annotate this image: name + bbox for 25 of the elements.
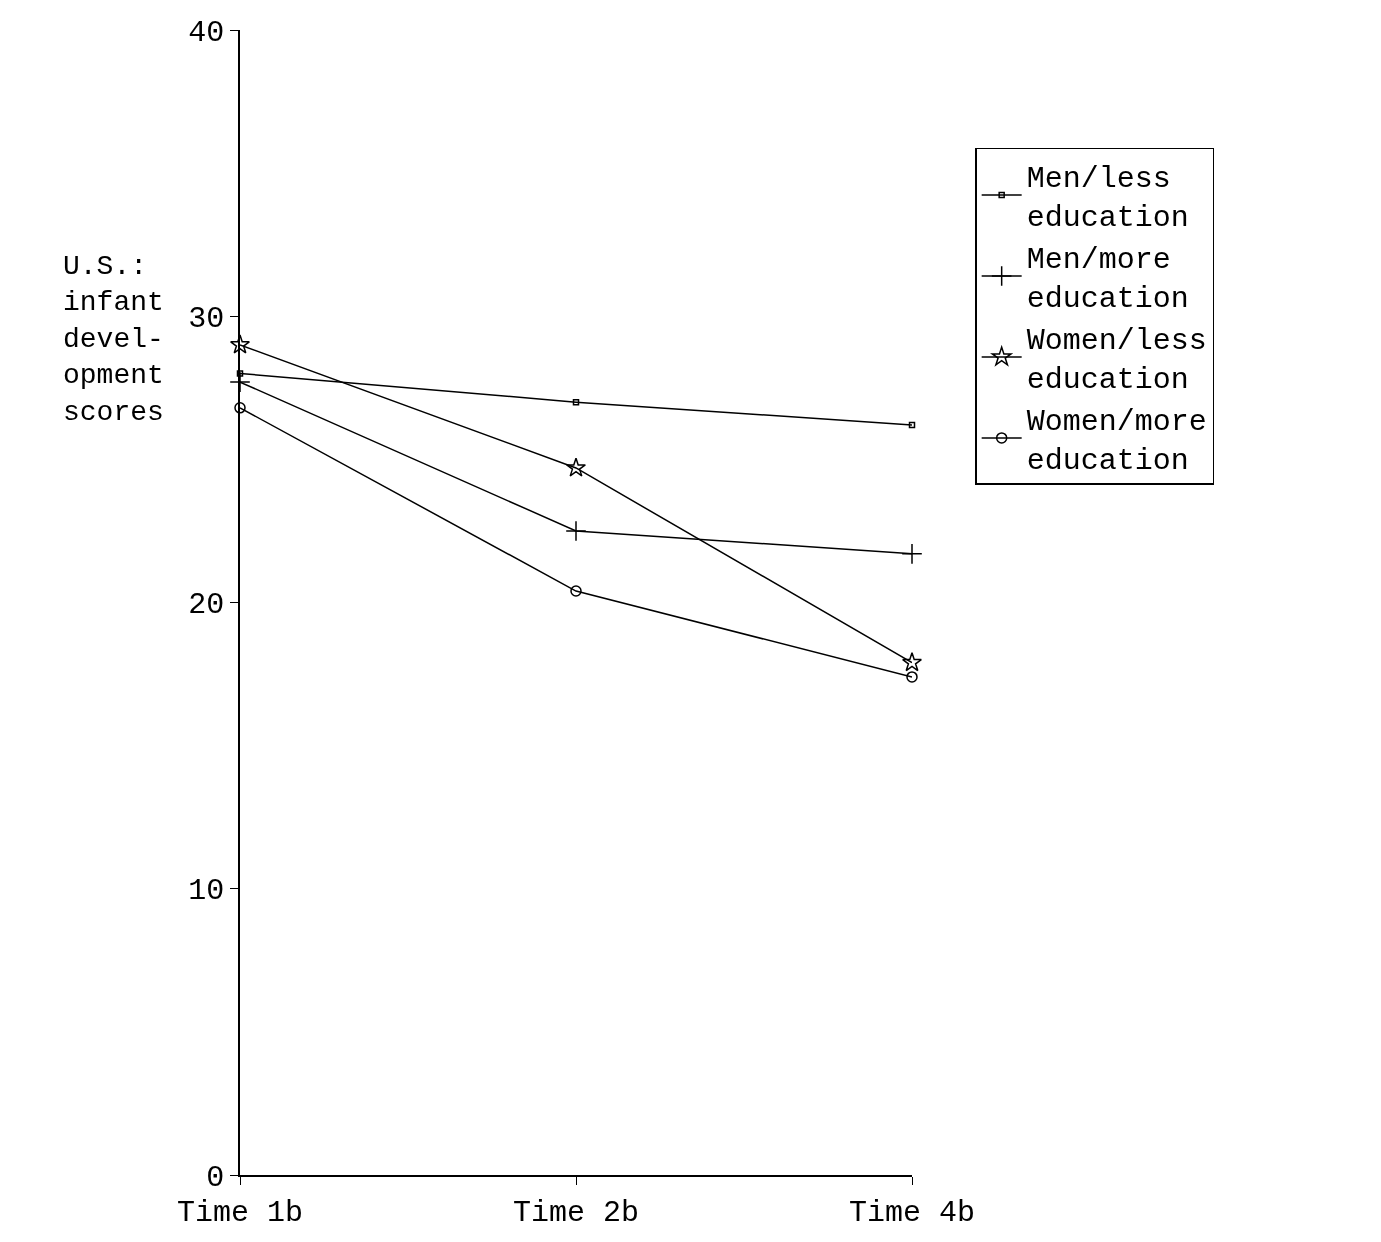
x-tick-label: Time 4b [848, 1195, 976, 1230]
point [565, 457, 587, 477]
point [901, 543, 923, 565]
x-tick-label: Time 2b [512, 1195, 640, 1230]
point [229, 371, 251, 393]
point [901, 652, 923, 672]
point [229, 334, 251, 354]
y-tick-label: 20 [188, 588, 225, 622]
y-tick-label: 10 [188, 874, 225, 909]
legend-label: Women/more education [1026, 405, 1207, 479]
x-tick-label: Time 1b [176, 1195, 304, 1230]
point [908, 421, 916, 429]
point [236, 370, 244, 377]
legend-label: Men/more education [1026, 243, 1189, 317]
point [570, 585, 582, 597]
y-axis-title: U.S.: infant devel- opment scores [63, 251, 164, 428]
y-tick-label: 40 [188, 15, 225, 50]
point [906, 671, 918, 683]
legend-label: Men/less education [1026, 162, 1189, 236]
point [565, 520, 587, 542]
y-tick-label: 30 [188, 301, 225, 336]
point [234, 402, 246, 414]
legend-label: Women/less education [1026, 324, 1207, 398]
point [572, 398, 580, 406]
y-tick-label: 0 [206, 1160, 225, 1195]
